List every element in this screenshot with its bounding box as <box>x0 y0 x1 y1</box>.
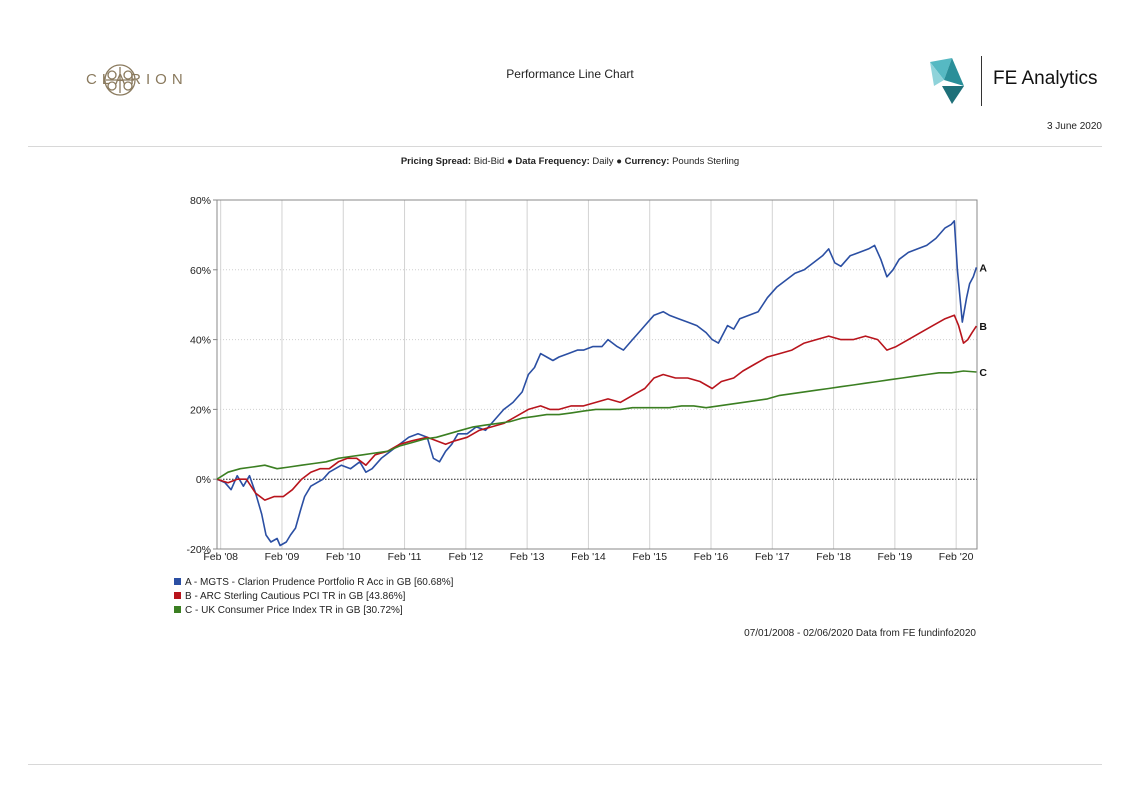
x-tick-label: Feb '20 <box>939 551 974 563</box>
y-tick-label: 0% <box>196 474 211 486</box>
chart-settings-line: Pricing Spread: Bid-Bid ● Data Frequency… <box>0 156 1140 167</box>
y-tick-label: 40% <box>190 335 211 347</box>
footer-divider <box>28 764 1102 765</box>
x-tick-label: Feb '10 <box>326 551 361 563</box>
series-end-label-a: A <box>979 262 987 274</box>
clarion-logo-text: CLARION <box>86 71 188 88</box>
y-tick-label: 60% <box>190 265 211 277</box>
separator-dot: ● <box>616 156 622 167</box>
pricing-spread-label: Pricing Spread: <box>400 156 472 167</box>
x-tick-label: Feb '17 <box>755 551 790 563</box>
chart-axes: -20% 0% 20% 40% 60% 80% Feb '08 Feb '09 Feb '10 F… <box>186 195 978 563</box>
report-date: 3 June 2020 <box>1046 121 1102 132</box>
x-tick-label: Feb '18 <box>816 551 851 563</box>
y-tick-label: -20% <box>186 544 211 556</box>
legend-item-a: A - MGTS - Clarion Prudence Portfolio R … <box>174 577 453 590</box>
y-tick-label: 80% <box>190 195 211 207</box>
clarion-crest-icon <box>104 64 136 96</box>
series-end-label-b: B <box>979 321 987 333</box>
legend-item-c: C - UK Consumer Price Index TR in GB [30… <box>174 605 403 618</box>
series-line-b <box>216 314 978 501</box>
data-frequency-value: Daily <box>592 156 614 167</box>
fe-analytics-brand-text: FE Analytics <box>993 68 1098 89</box>
y-tick-label: 20% <box>190 404 211 416</box>
chart-grid <box>217 200 977 549</box>
x-tick-label: Feb '08 <box>203 551 238 563</box>
separator-dot: ● <box>506 156 513 167</box>
x-tick-label: Feb '09 <box>265 551 300 563</box>
legend-swatch-c <box>174 605 181 613</box>
x-tick-label: Feb '16 <box>694 551 729 563</box>
report-title: Performance Line Chart <box>506 67 634 81</box>
x-tick-label: Feb '19 <box>878 551 913 563</box>
series-line-a <box>216 220 978 547</box>
series-end-labels: A B C <box>979 262 987 379</box>
legend-swatch-b <box>174 591 181 599</box>
x-tick-label: Feb '11 <box>388 551 422 563</box>
x-tick-label: Feb '14 <box>571 551 606 563</box>
legend-item-b: B - ARC Sterling Cautious PCI TR in GB [… <box>174 591 405 604</box>
series-end-label-c: C <box>979 367 987 379</box>
currency-value: Pounds Sterling <box>672 156 740 167</box>
header-divider <box>28 146 1102 147</box>
pricing-spread-value: Bid-Bid <box>473 156 505 167</box>
data-source-footnote: 07/01/2008 - 02/06/2020 Data from FE fun… <box>744 628 976 639</box>
legend-label-a: A - MGTS - Clarion Prudence Portfolio R … <box>185 577 454 588</box>
x-tick-label: Feb '12 <box>448 551 483 563</box>
performance-line-chart: -20% 0% 20% 40% 60% 80% Feb '08 Feb '09 Feb '10 F… <box>186 195 987 563</box>
chart-series <box>216 220 978 547</box>
legend-label-b: B - ARC Sterling Cautious PCI TR in GB [… <box>185 591 406 602</box>
plot-frame <box>216 199 978 550</box>
legend-label-c: C - UK Consumer Price Index TR in GB [30… <box>185 605 403 616</box>
fe-analytics-logo-icon <box>930 58 964 104</box>
currency-label: Currency: <box>624 156 670 167</box>
series-line-c <box>216 370 977 480</box>
brand-separator <box>981 56 982 106</box>
x-tick-label: Feb '13 <box>510 551 545 563</box>
x-tick-label: Feb '15 <box>632 551 667 563</box>
legend-swatch-a <box>174 577 181 585</box>
data-frequency-label: Data Frequency: <box>515 156 590 167</box>
